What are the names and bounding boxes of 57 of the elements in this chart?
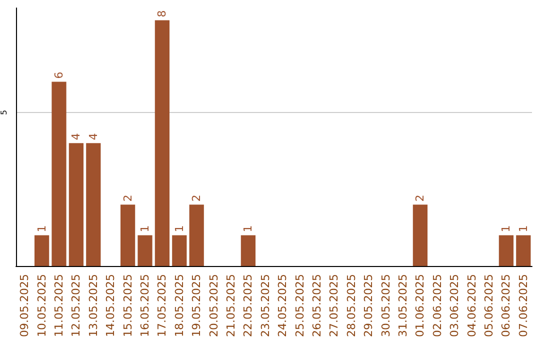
x-tick-label: 14.05.2025 — [104, 274, 118, 338]
bar — [498, 235, 514, 266]
x-tick-label: 31.05.2025 — [396, 274, 410, 338]
bar — [68, 143, 84, 266]
bar — [240, 235, 256, 266]
x-tick-label: 28.05.2025 — [344, 274, 358, 338]
x-tick-label: 10.05.2025 — [35, 274, 48, 338]
data-label: 2 — [121, 194, 134, 202]
bar — [138, 235, 152, 266]
bar — [189, 204, 204, 266]
x-tick-label: 15.05.2025 — [121, 274, 134, 338]
data-label: 4 — [70, 133, 83, 140]
y-tick-label: 5 — [0, 110, 8, 115]
data-label: 4 — [86, 133, 100, 140]
x-tick-label: 02.06.2025 — [430, 274, 444, 338]
data-label: 6 — [52, 72, 66, 79]
bar — [412, 204, 428, 266]
bar — [52, 82, 66, 266]
x-tick-label: 09.05.2025 — [18, 274, 32, 338]
x-tick-label: 23.05.2025 — [258, 274, 272, 338]
x-tick-label: 12.05.2025 — [70, 274, 83, 338]
x-tick-label: 18.05.2025 — [172, 274, 186, 338]
bar — [154, 20, 170, 266]
x-tick-label: 16.05.2025 — [138, 274, 152, 338]
x-tick-label: 20.05.2025 — [207, 274, 220, 338]
data-label: 1 — [516, 225, 530, 232]
x-tick-label: 07.06.2025 — [516, 274, 530, 338]
x-tick-label: 30.05.2025 — [379, 274, 392, 338]
bar — [34, 235, 50, 266]
bar — [120, 204, 136, 266]
x-tick-label: 27.05.2025 — [328, 274, 341, 338]
x-tick-label: 05.06.2025 — [482, 274, 496, 338]
x-tick-label: 13.05.2025 — [86, 274, 100, 338]
x-tick-label: 26.05.2025 — [310, 274, 324, 338]
bar — [172, 235, 187, 266]
data-label: 1 — [172, 225, 186, 232]
x-tick-label: 06.06.2025 — [500, 274, 513, 338]
x-tick-label: 01.06.2025 — [414, 274, 427, 338]
data-label: 2 — [414, 194, 427, 202]
x-tick-label: 03.06.2025 — [448, 274, 462, 338]
x-tick-label: 21.05.2025 — [224, 274, 238, 338]
data-label: 8 — [156, 10, 169, 18]
data-label: 1 — [242, 225, 255, 232]
x-tick-label: 29.05.2025 — [362, 274, 376, 338]
data-label: 1 — [35, 225, 48, 232]
x-tick-label: 19.05.2025 — [190, 274, 204, 338]
x-tick-label: 24.05.2025 — [276, 274, 290, 338]
x-tick-label: 25.05.2025 — [293, 274, 306, 338]
x-tick-label: 22.05.2025 — [242, 274, 255, 338]
data-label: 1 — [138, 225, 152, 232]
bar — [516, 235, 531, 266]
x-tick-label: 04.06.2025 — [465, 274, 478, 338]
data-label: 2 — [190, 194, 204, 202]
data-label: 1 — [500, 225, 513, 232]
x-tick-label: 17.05.2025 — [156, 274, 169, 338]
bar — [86, 143, 101, 266]
x-tick-label: 11.05.2025 — [52, 274, 66, 338]
